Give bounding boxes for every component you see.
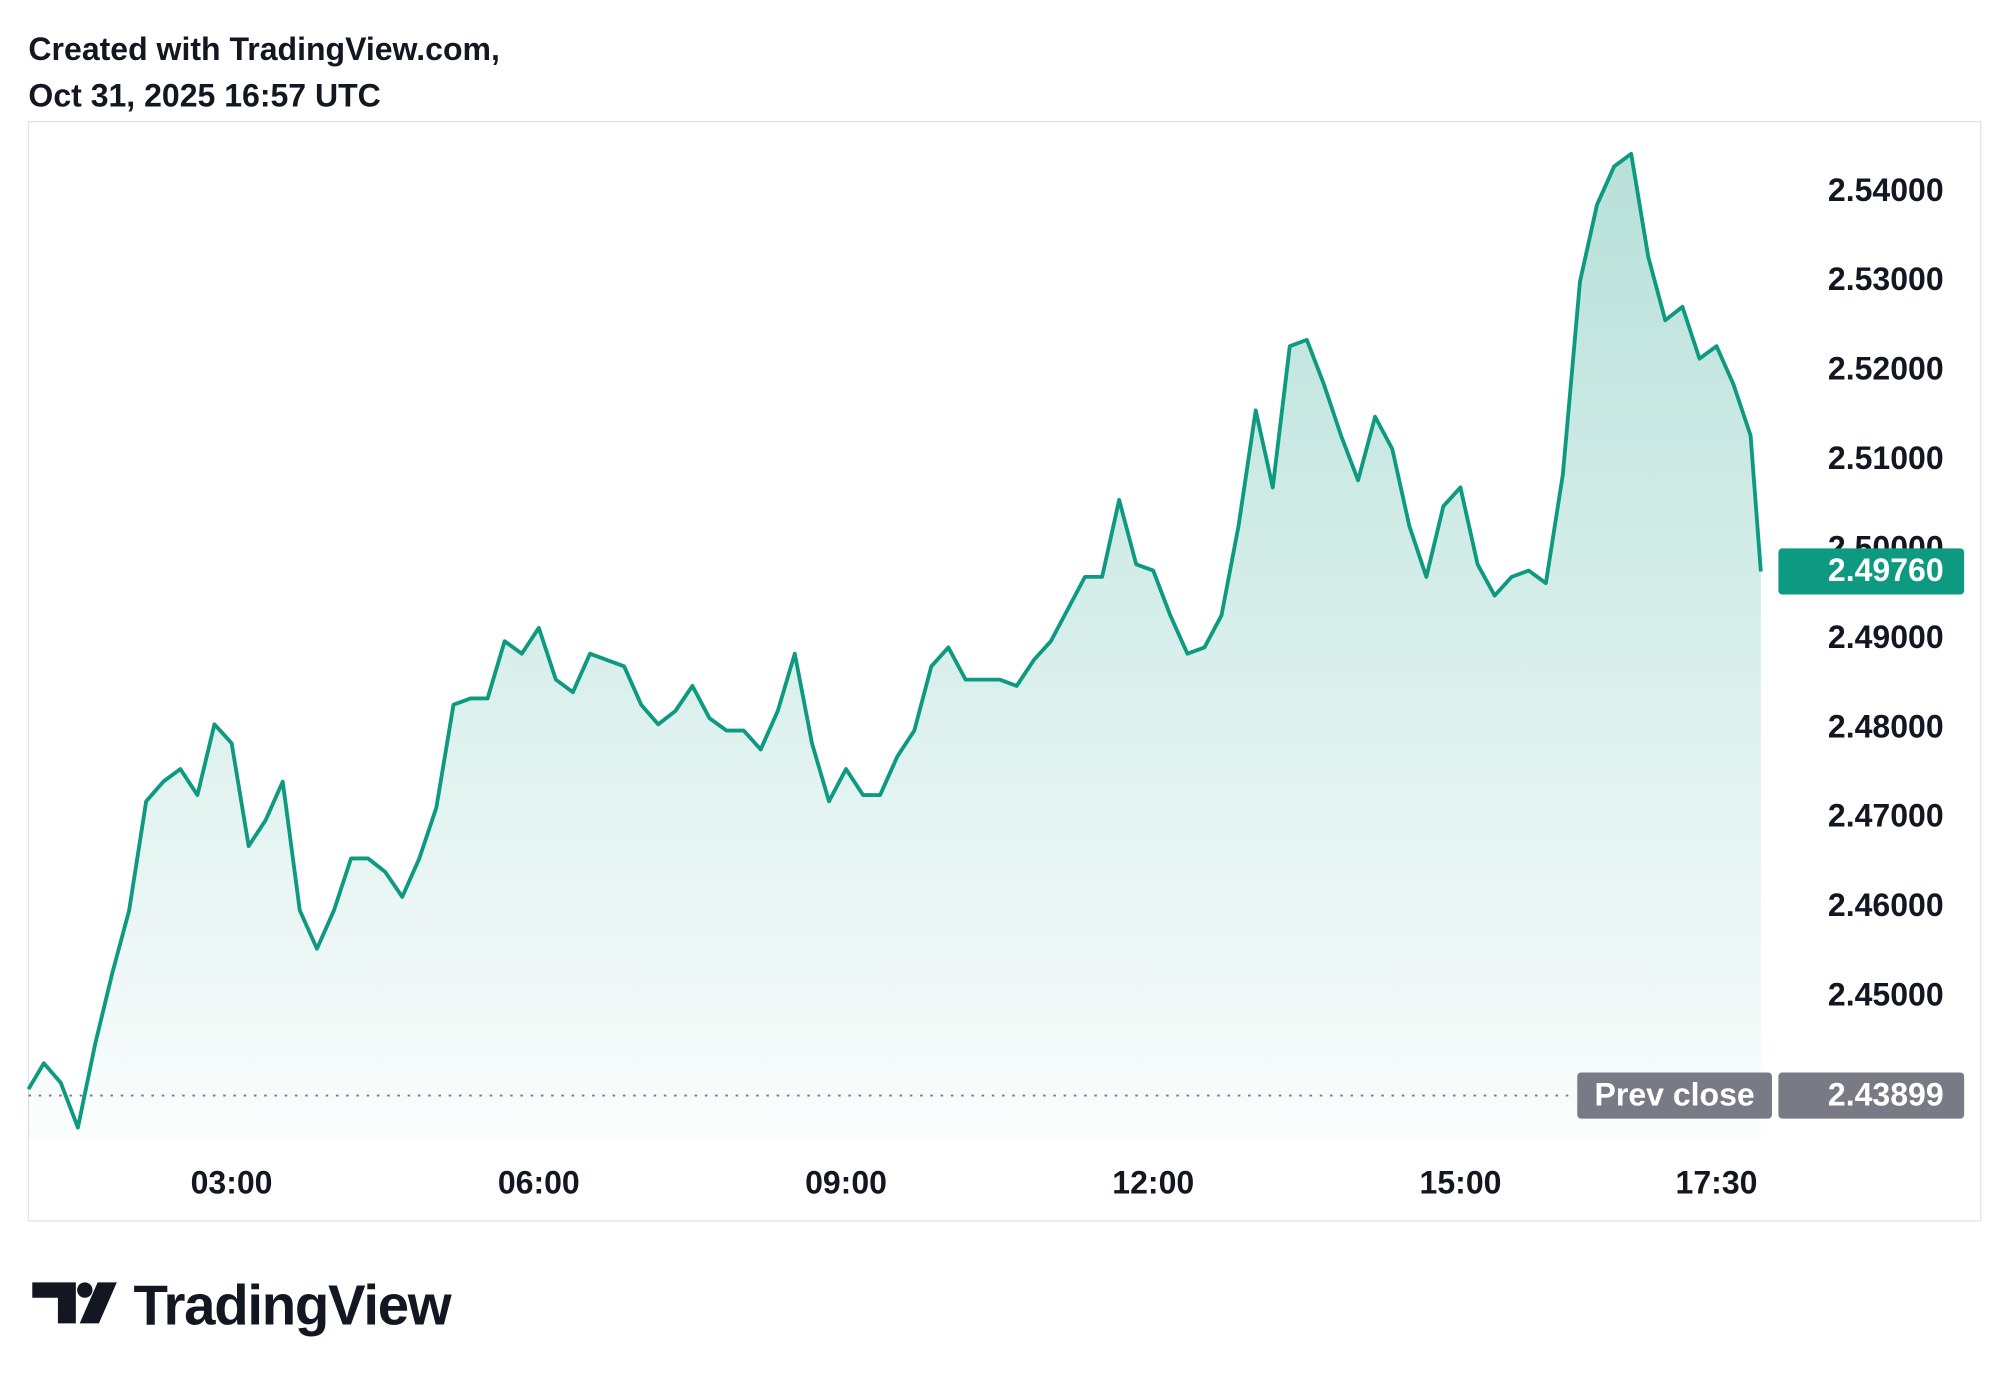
y-tick-label: 2.47000	[1828, 798, 1944, 834]
y-tick-label: 2.48000	[1828, 708, 1944, 744]
x-tick-label: 12:00	[1112, 1164, 1194, 1200]
y-tick-label: 2.51000	[1828, 440, 1944, 476]
y-tick-label: 2.54000	[1828, 172, 1944, 208]
plot: 2.450002.460002.470002.480002.490002.500…	[26, 151, 1965, 1200]
header-line1: Created with TradingView.com,	[28, 31, 499, 67]
chart-frame	[27, 121, 1982, 1222]
y-tick-label: 2.46000	[1828, 887, 1944, 923]
price-line	[26, 151, 1763, 1130]
x-tick-label: 17:30	[1676, 1164, 1758, 1200]
x-tick-label: 03:00	[191, 1164, 273, 1200]
logo: TradingView	[32, 1274, 453, 1337]
logo-slash	[79, 1282, 117, 1324]
logo-dot	[77, 1282, 93, 1298]
prev-close-value-tag	[1778, 1072, 1965, 1119]
last-price-tag	[1778, 548, 1965, 595]
y-tick-label: 2.45000	[1828, 977, 1944, 1013]
area-fill	[28, 153, 1761, 1141]
prev-close-tag	[1577, 1072, 1772, 1119]
header-line2: Oct 31, 2025 16:57 UTC	[28, 77, 380, 113]
y-tick-label: 2.49000	[1828, 619, 1944, 655]
y-tick-label: 2.52000	[1828, 351, 1944, 387]
x-tick-label: 09:00	[805, 1164, 887, 1200]
y-tick-label: 2.53000	[1828, 261, 1944, 297]
prev-close-label: Prev close	[1595, 1076, 1755, 1112]
x-tick-label: 15:00	[1420, 1164, 1502, 1200]
x-tick-label: 06:00	[498, 1164, 580, 1200]
brand: TradingView	[133, 1274, 451, 1337]
logo-mark	[32, 1282, 76, 1324]
last-price-label: 2.49760	[1828, 552, 1944, 588]
prev-close-value: 2.43899	[1828, 1076, 1944, 1112]
